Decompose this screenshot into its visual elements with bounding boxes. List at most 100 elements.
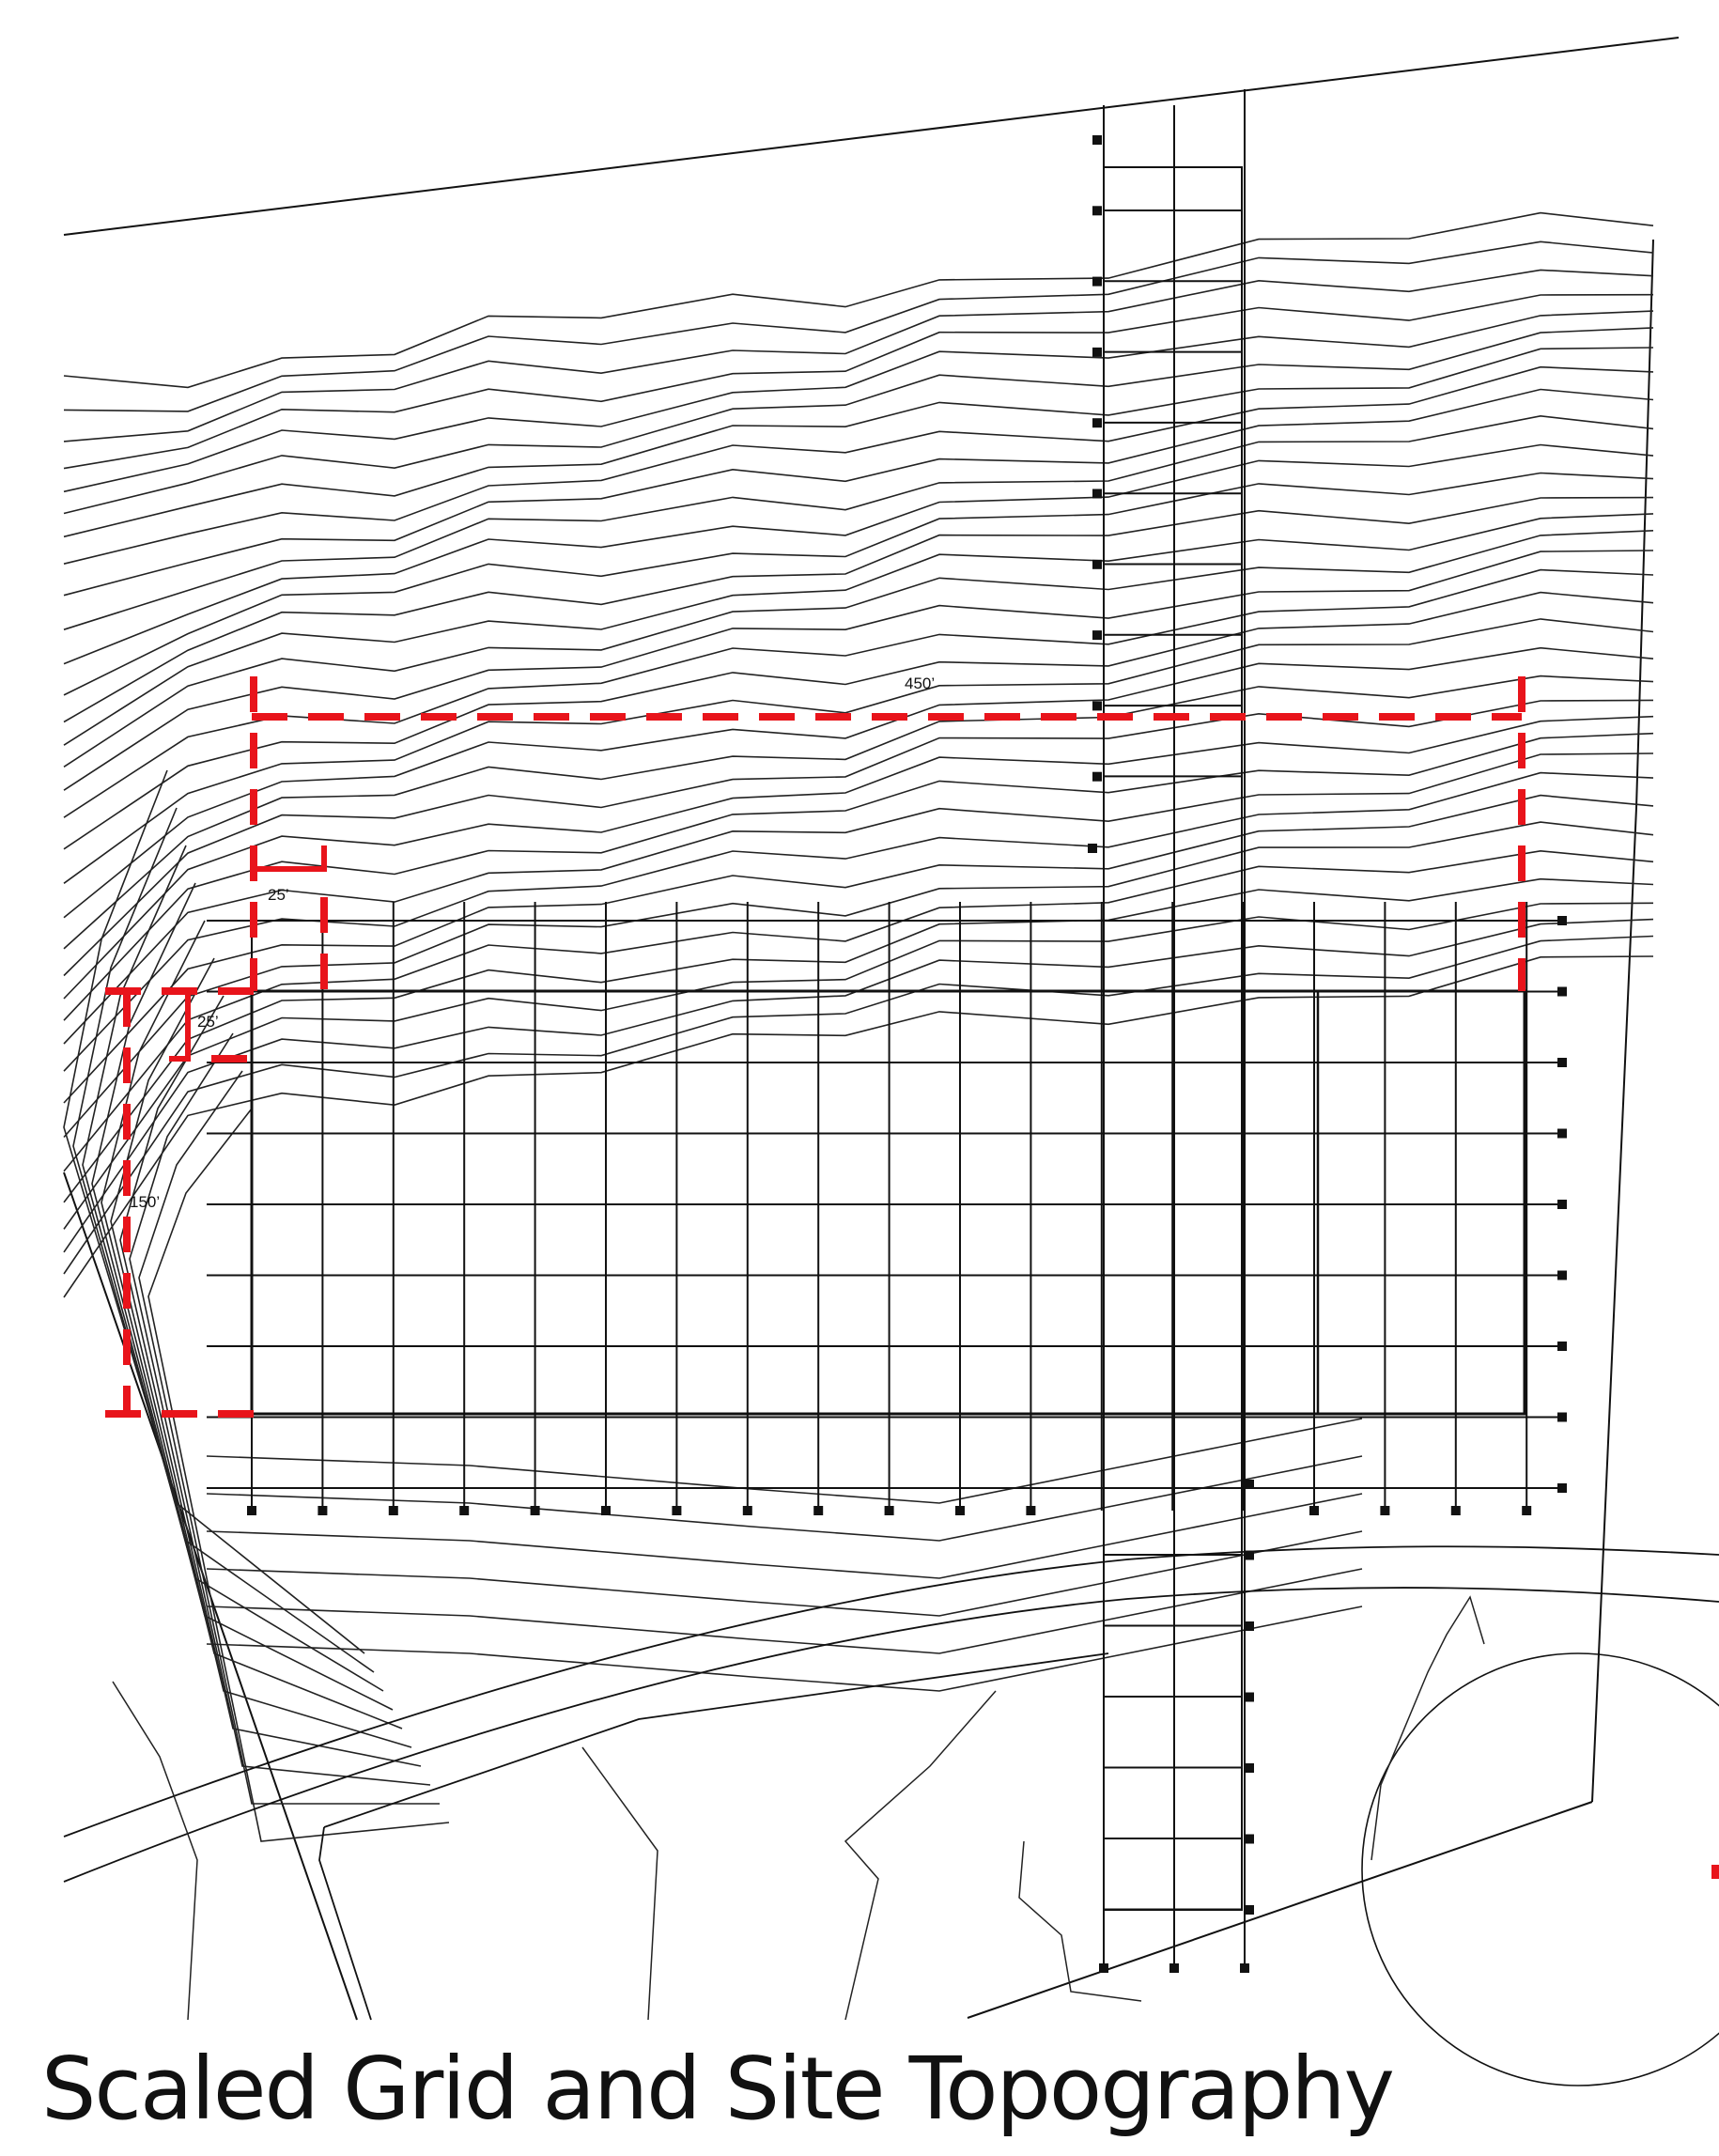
property-boundaries bbox=[63, 37, 1680, 2021]
grid-node bbox=[1245, 1480, 1254, 1489]
grid-node bbox=[459, 1506, 470, 1515]
dimension-label-setback-top: 25’ bbox=[268, 886, 289, 904]
grid-node bbox=[1557, 916, 1567, 925]
contour-line bbox=[63, 591, 1654, 850]
contour-line bbox=[138, 1070, 440, 1805]
grid-node bbox=[1557, 986, 1567, 997]
grid-node bbox=[1557, 1483, 1567, 1493]
grid-node bbox=[1092, 489, 1102, 499]
dimension-label-150: 150’ bbox=[130, 1193, 160, 1211]
contour-line bbox=[63, 794, 1654, 1104]
grid-node bbox=[1092, 630, 1102, 641]
contour-line bbox=[63, 618, 1654, 884]
setback-brackets bbox=[169, 845, 327, 1062]
grid-node bbox=[1245, 1621, 1254, 1631]
north-property-line bbox=[63, 37, 1680, 236]
contour-line bbox=[63, 513, 1654, 746]
southeast-property-line bbox=[967, 1801, 1593, 2019]
contour-line bbox=[206, 1455, 1363, 1542]
drawing-caption: Scaled Grid and Site Topography bbox=[41, 2039, 1395, 2139]
contour-line bbox=[63, 388, 1654, 597]
contour-line bbox=[63, 877, 1654, 1203]
building-footprint bbox=[250, 989, 1526, 1416]
grid-node bbox=[1092, 206, 1102, 216]
grid-node bbox=[317, 1506, 328, 1515]
grid-node bbox=[1088, 844, 1097, 853]
contour-line bbox=[63, 771, 1654, 1072]
grid-node bbox=[1557, 1412, 1567, 1422]
contour-line bbox=[129, 1032, 431, 1786]
cul-de-sac bbox=[1361, 1652, 1719, 2086]
main-structural-grid bbox=[207, 902, 1559, 1511]
grid-node bbox=[1557, 1058, 1567, 1067]
grid-node bbox=[955, 1506, 965, 1515]
topography-contours bbox=[63, 211, 1654, 1842]
grid-node bbox=[1169, 1963, 1179, 1973]
contour-line bbox=[206, 1418, 1363, 1504]
setback-bracket-top bbox=[251, 845, 327, 872]
contour-line bbox=[63, 414, 1654, 630]
grid-node-markers bbox=[247, 135, 1567, 1973]
dimension-label-setback-left: 25’ bbox=[197, 1013, 219, 1031]
grid-node bbox=[1092, 347, 1102, 357]
grid-node bbox=[1245, 1763, 1254, 1773]
contour-line bbox=[91, 882, 394, 1711]
contour-line bbox=[63, 293, 1654, 470]
contour-line bbox=[206, 1493, 1363, 1579]
grid-node bbox=[1309, 1506, 1319, 1515]
contour-line bbox=[63, 902, 1654, 1230]
contour-line bbox=[63, 568, 1654, 818]
road-edge-north bbox=[63, 1545, 1719, 1838]
contour-line bbox=[63, 955, 1654, 1298]
grid-node bbox=[601, 1506, 611, 1515]
contour-line bbox=[63, 550, 1654, 791]
grid-node bbox=[1092, 559, 1102, 569]
setback-lines bbox=[105, 676, 1525, 1418]
contour-line bbox=[63, 269, 1654, 442]
contour-line bbox=[72, 807, 375, 1673]
contour-line bbox=[63, 327, 1654, 515]
contour-line bbox=[63, 715, 1654, 1000]
grid-node bbox=[1557, 1128, 1567, 1139]
contour-line bbox=[63, 211, 1654, 389]
setback-bracket-left bbox=[169, 988, 191, 1062]
contour-line bbox=[63, 443, 1654, 665]
contour-line bbox=[63, 240, 1654, 412]
grid-node bbox=[1557, 1270, 1567, 1280]
grid-node bbox=[1380, 1506, 1390, 1515]
grid-node bbox=[1092, 418, 1102, 428]
grid-node bbox=[1092, 701, 1102, 711]
grid-node bbox=[1245, 1550, 1254, 1560]
contour-line bbox=[63, 752, 1654, 1045]
contour-line bbox=[63, 365, 1654, 565]
road-edge-south bbox=[63, 1587, 1719, 1883]
grid-node bbox=[813, 1506, 824, 1515]
parking-lot-outline bbox=[318, 1826, 372, 2021]
grid-node bbox=[1450, 1506, 1461, 1515]
grid-node bbox=[1557, 1342, 1567, 1351]
contour-line bbox=[63, 496, 1654, 723]
access-road bbox=[63, 1545, 1719, 2021]
grid-node bbox=[884, 1506, 894, 1515]
dimension-label-450: 450’ bbox=[905, 675, 935, 692]
east-property-line bbox=[1591, 239, 1654, 1803]
grid-node bbox=[1240, 1963, 1249, 1973]
contour-line bbox=[206, 1530, 1363, 1617]
grid-node bbox=[247, 1506, 256, 1515]
contour-line bbox=[110, 957, 412, 1748]
grid-node bbox=[1245, 1905, 1254, 1915]
grid-node bbox=[742, 1506, 752, 1515]
grid-node bbox=[1026, 1506, 1036, 1515]
grid-node bbox=[1092, 135, 1102, 145]
contour-line bbox=[82, 845, 384, 1692]
grid-node bbox=[1245, 1834, 1254, 1844]
grid-node bbox=[1522, 1506, 1532, 1515]
contour-line bbox=[119, 995, 422, 1767]
grid-node bbox=[530, 1506, 540, 1515]
contour-line bbox=[63, 732, 1654, 1021]
contour-line bbox=[63, 530, 1654, 768]
contour-line bbox=[63, 310, 1654, 493]
grid-node bbox=[1099, 1963, 1108, 1973]
contour-line bbox=[63, 918, 1654, 1253]
grid-node bbox=[1557, 1200, 1567, 1209]
